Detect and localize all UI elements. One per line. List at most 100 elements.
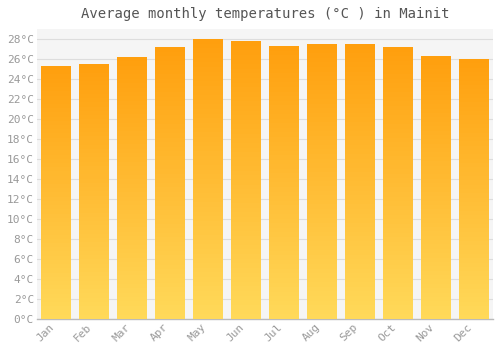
Bar [155, 124, 184, 128]
Bar [41, 302, 70, 306]
Bar [345, 117, 375, 122]
Bar [79, 217, 108, 221]
Bar [383, 169, 413, 174]
Bar [117, 118, 146, 122]
Bar [79, 213, 108, 217]
Bar [269, 287, 298, 292]
Bar [383, 97, 413, 101]
Bar [193, 104, 222, 109]
Bar [307, 186, 337, 191]
Bar [193, 230, 222, 235]
Bar [155, 292, 184, 296]
Bar [117, 301, 146, 306]
Bar [231, 184, 260, 189]
Bar [421, 236, 451, 240]
Bar [345, 53, 375, 58]
Bar [459, 219, 489, 224]
Bar [193, 184, 222, 188]
Bar [459, 288, 489, 293]
Bar [231, 134, 260, 138]
Bar [459, 185, 489, 189]
Bar [155, 274, 184, 278]
Bar [307, 200, 337, 204]
Bar [307, 296, 337, 301]
Bar [307, 191, 337, 195]
Bar [79, 72, 108, 77]
Bar [79, 174, 108, 179]
Bar [117, 240, 146, 245]
Bar [155, 142, 184, 147]
Bar [421, 214, 451, 218]
Bar [41, 234, 70, 239]
Bar [345, 241, 375, 246]
Bar [345, 126, 375, 131]
Bar [155, 83, 184, 88]
Bar [231, 208, 260, 212]
Bar [79, 90, 108, 94]
Bar [79, 247, 108, 251]
Bar [269, 69, 298, 74]
Bar [459, 232, 489, 237]
Bar [41, 184, 70, 188]
Bar [193, 160, 222, 165]
Bar [117, 101, 146, 105]
Bar [307, 264, 337, 268]
Bar [79, 285, 108, 289]
Bar [421, 196, 451, 201]
Bar [231, 120, 260, 124]
Bar [459, 284, 489, 288]
Bar [155, 160, 184, 165]
Bar [269, 105, 298, 110]
Bar [345, 195, 375, 200]
Bar [269, 128, 298, 132]
Bar [307, 113, 337, 117]
Bar [41, 66, 70, 70]
Bar [155, 278, 184, 283]
Bar [459, 224, 489, 228]
Bar [307, 149, 337, 154]
Bar [155, 188, 184, 192]
Bar [345, 314, 375, 319]
Bar [383, 210, 413, 215]
Bar [117, 223, 146, 227]
Bar [459, 206, 489, 211]
Bar [307, 94, 337, 99]
Bar [79, 115, 108, 119]
Bar [383, 151, 413, 156]
Bar [231, 314, 260, 319]
Bar [383, 147, 413, 151]
Bar [155, 133, 184, 138]
Bar [345, 81, 375, 85]
Bar [383, 260, 413, 265]
Bar [117, 210, 146, 214]
Bar [459, 94, 489, 98]
Bar [231, 60, 260, 64]
Bar [41, 167, 70, 172]
Bar [383, 51, 413, 56]
Bar [231, 273, 260, 277]
Bar [193, 48, 222, 53]
Bar [155, 165, 184, 169]
Bar [345, 136, 375, 140]
Bar [421, 293, 451, 297]
Bar [79, 306, 108, 310]
Bar [231, 41, 260, 46]
Bar [307, 218, 337, 223]
Bar [307, 310, 337, 314]
Bar [79, 293, 108, 298]
Bar [117, 245, 146, 249]
Bar [459, 241, 489, 245]
Bar [193, 128, 222, 132]
Bar [41, 222, 70, 226]
Bar [269, 201, 298, 205]
Bar [383, 160, 413, 165]
Bar [231, 203, 260, 208]
Bar [231, 78, 260, 83]
Bar [383, 83, 413, 88]
Bar [421, 266, 451, 271]
Bar [345, 108, 375, 113]
Bar [193, 137, 222, 142]
Bar [269, 87, 298, 91]
Bar [459, 293, 489, 297]
Bar [79, 183, 108, 187]
